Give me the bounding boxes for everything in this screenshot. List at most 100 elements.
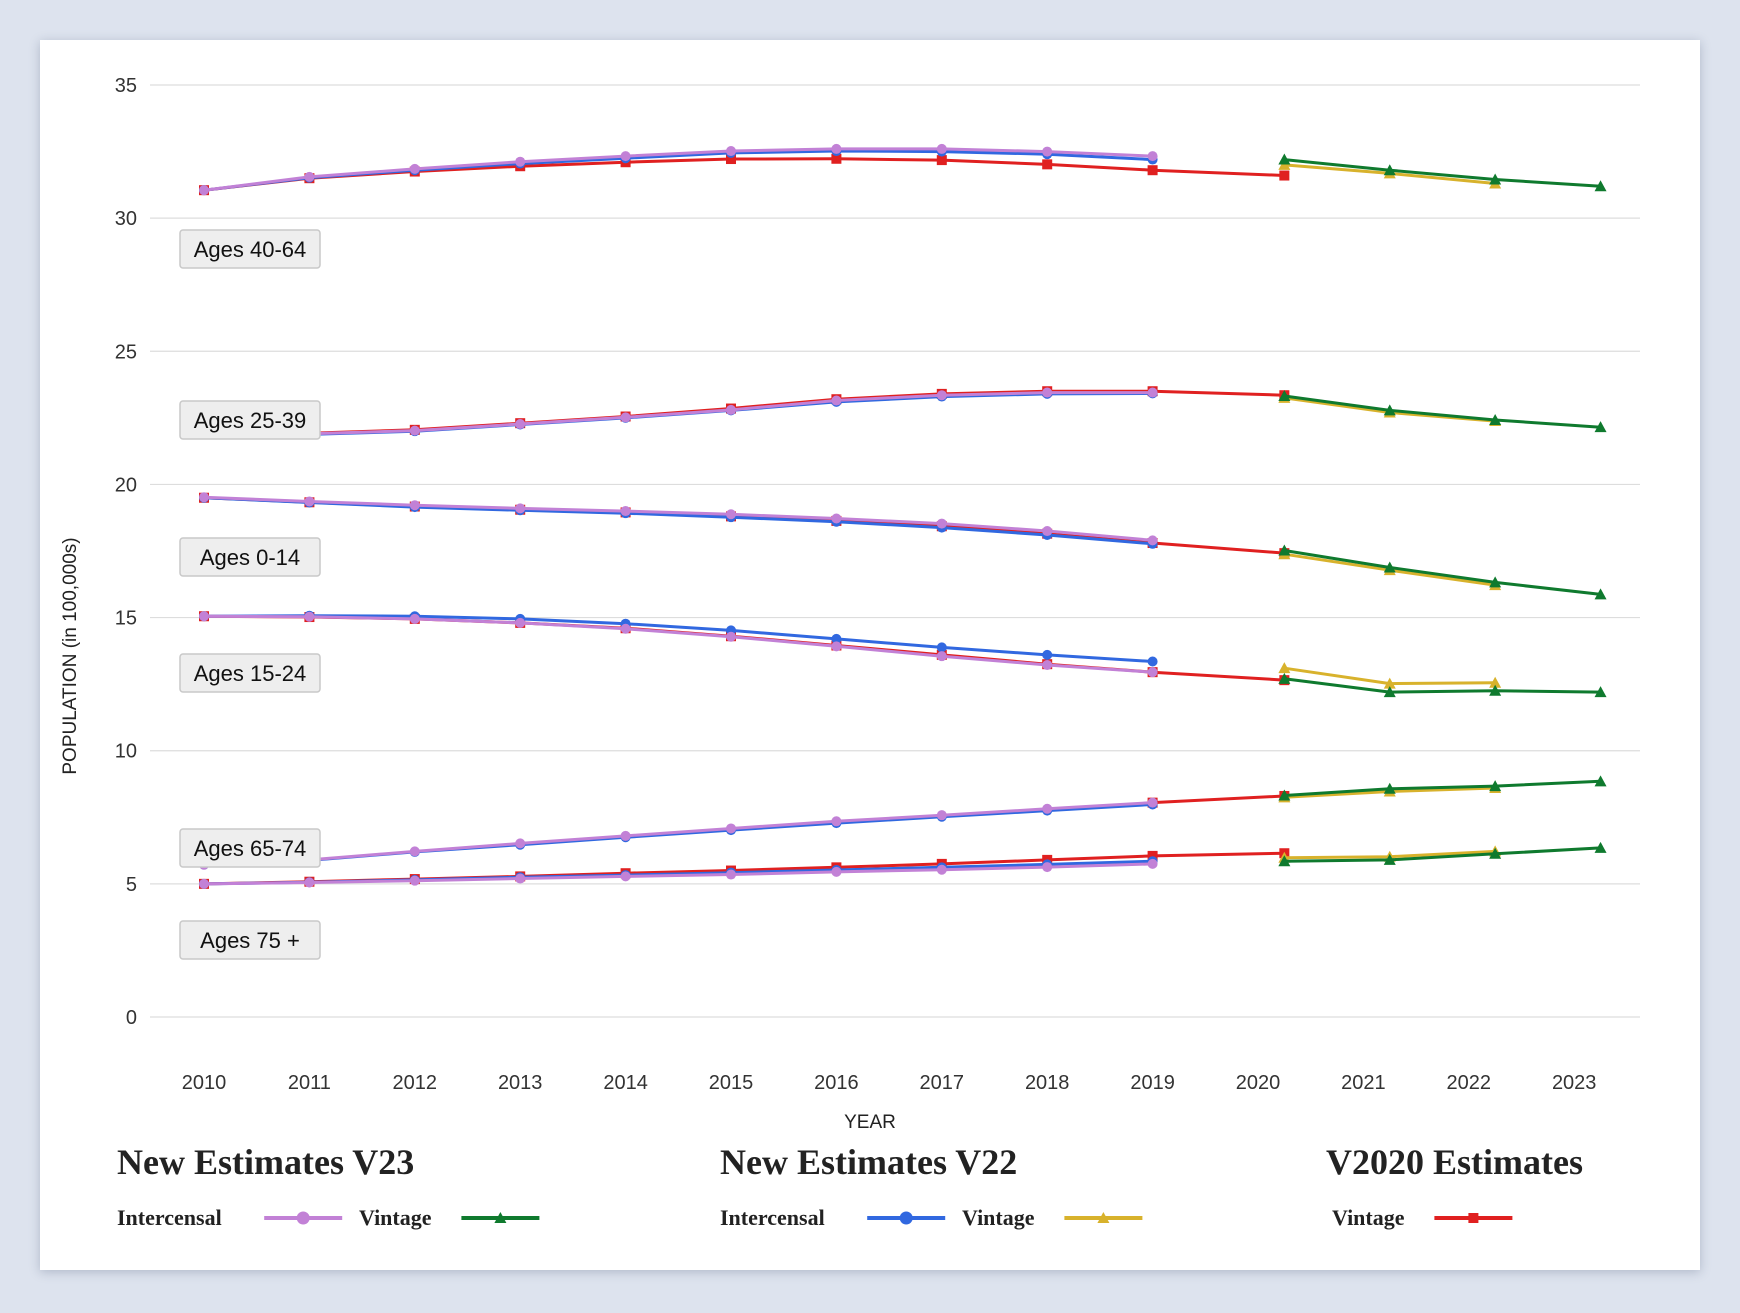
age-group-label-box: [179, 400, 321, 440]
age-group-label: Ages 40-64: [179, 229, 321, 269]
v23-vintage-point: [1489, 173, 1502, 185]
y-tick-label: 30: [115, 208, 137, 230]
v23-intercensal-point: [1042, 803, 1053, 814]
age-group-label-box: [179, 537, 321, 577]
v23-intercensal-line: [203, 391, 1153, 436]
v23-vintage-point: [1383, 561, 1396, 573]
x-tick-label: 2023: [1552, 1072, 1597, 1094]
v23-intercensal-point: [409, 425, 420, 436]
v23-intercensal-point: [199, 185, 209, 196]
v23-intercensal-line: [203, 495, 1153, 542]
v23-intercensal-point: [409, 500, 420, 511]
group-ages-75: [199, 841, 1607, 889]
v23-vintage-point: [1278, 544, 1291, 556]
y-tick-label: 25: [115, 341, 137, 363]
v23-vintage-point: [1383, 782, 1396, 794]
y-tick-label: 15: [115, 608, 137, 630]
v23-vintage-point: [1278, 789, 1291, 801]
x-tick-label: 2016: [814, 1072, 859, 1094]
v23-intercensal-point: [726, 509, 736, 520]
legend-group-title: V2020 Estimates: [1326, 1142, 1583, 1182]
v23-intercensal-point: [936, 810, 947, 821]
v23-intercensal-point: [936, 864, 947, 875]
v23-intercensal-point: [936, 651, 947, 662]
v23-intercensal-point: [620, 623, 631, 634]
age-group-labels: Ages 40-64 Ages 25-39 Ages 0-14 Ages 15-24 A…: [179, 229, 321, 960]
v23-intercensal-point: [304, 877, 315, 888]
v23-intercensal-point: [831, 866, 842, 877]
x-tick-label: 2017: [920, 1072, 965, 1094]
v23-intercensal-line: [203, 147, 1153, 192]
v23-intercensal-point: [515, 617, 526, 628]
v23-intercensal-line: [203, 862, 1153, 886]
v23-vintage-point: [1594, 686, 1607, 698]
v23-intercensal-point: [936, 390, 947, 401]
v23-vintage-point: [1594, 841, 1607, 853]
v23-intercensal-point: [936, 518, 947, 529]
legend-item-label: Vintage: [962, 1205, 1035, 1230]
y-axis-title: POPULATION (in 100,000s): [60, 537, 81, 774]
legend-item-label: Intercensal: [720, 1205, 825, 1230]
v22-vintage-point: [1489, 676, 1502, 688]
v2020-vintage-point: [831, 153, 842, 164]
v23-vintage-point: [1489, 847, 1502, 859]
age-group-label-text: Ages 15-24: [194, 661, 307, 686]
v23-intercensal-point: [409, 613, 420, 624]
x-axis-title: YEAR: [844, 1112, 896, 1133]
chart-card: 0 5 10 15 20 25 30 35 2010 2011 2012 2013 2014 2015 2…: [40, 40, 1700, 1270]
v22-intercensal-point: [936, 642, 947, 653]
v23-intercensal-point: [1042, 146, 1053, 157]
v23-intercensal-point: [199, 611, 209, 622]
v23-vintage-line: [1284, 779, 1601, 797]
v22-intercensal-line: [203, 496, 1153, 546]
v23-intercensal-point: [831, 641, 842, 652]
v23-intercensal-line: [203, 801, 1153, 867]
v23-intercensal-point: [620, 412, 631, 423]
legend-group: New Estimates V22 Intercensal Vintage: [720, 1142, 1143, 1230]
v23-intercensal-point: [831, 395, 842, 406]
group-ages-15-24: [199, 610, 1607, 698]
legend-swatch-point: [1468, 1213, 1479, 1223]
v23-intercensal-point: [409, 875, 420, 886]
x-axis-ticks: 2010 2011 2012 2013 2014 2015 2016 2017 2018 2019…: [182, 1072, 1597, 1094]
age-group-label: Ages 75 +: [179, 920, 321, 960]
legend-group-title: New Estimates V22: [720, 1142, 1017, 1182]
v23-intercensal-point: [515, 838, 526, 849]
age-group-label: Ages 25-39: [179, 400, 321, 440]
v23-intercensal-point: [620, 830, 631, 841]
age-group-label-text: Ages 0-14: [200, 545, 300, 570]
v23-intercensal-point: [199, 492, 209, 503]
v23-intercensal-point: [515, 503, 526, 514]
x-tick-label: 2011: [288, 1072, 331, 1094]
v23-intercensal-point: [1147, 797, 1158, 808]
legend-swatch-point: [899, 1211, 913, 1225]
v2020-vintage-point: [1042, 159, 1053, 170]
x-tick-label: 2013: [498, 1072, 543, 1094]
v23-vintage-line: [1284, 394, 1601, 429]
v22-intercensal-point: [1147, 656, 1158, 667]
v23-intercensal-point: [726, 631, 736, 642]
x-tick-label: 2014: [603, 1072, 648, 1094]
x-tick-label: 2010: [182, 1072, 227, 1094]
v23-vintage-line: [1284, 549, 1601, 596]
v23-intercensal-point: [515, 873, 526, 884]
legend-item-label: Vintage: [359, 1205, 432, 1230]
legend-item-label: Vintage: [1332, 1205, 1405, 1230]
v23-intercensal-point: [304, 611, 315, 622]
age-group-label-text: Ages 40-64: [194, 237, 307, 262]
v23-intercensal-point: [1147, 858, 1158, 869]
v23-intercensal-point: [409, 163, 420, 174]
v23-intercensal-point: [1042, 526, 1053, 537]
v23-vintage-point: [1383, 404, 1396, 416]
v23-vintage-point: [1489, 576, 1502, 588]
v23-vintage-point: [1383, 853, 1396, 865]
v23-intercensal-point: [1042, 387, 1053, 398]
v23-vintage-point: [1489, 780, 1502, 792]
age-group-label: Ages 65-74: [179, 828, 321, 868]
gridlines: [150, 84, 1640, 1018]
x-tick-label: 2018: [1025, 1072, 1070, 1094]
v22-intercensal-line: [203, 149, 1153, 192]
legend-item-label: Intercensal: [117, 1205, 222, 1230]
v23-intercensal-point: [1147, 151, 1158, 162]
v23-vintage-point: [1489, 413, 1502, 425]
